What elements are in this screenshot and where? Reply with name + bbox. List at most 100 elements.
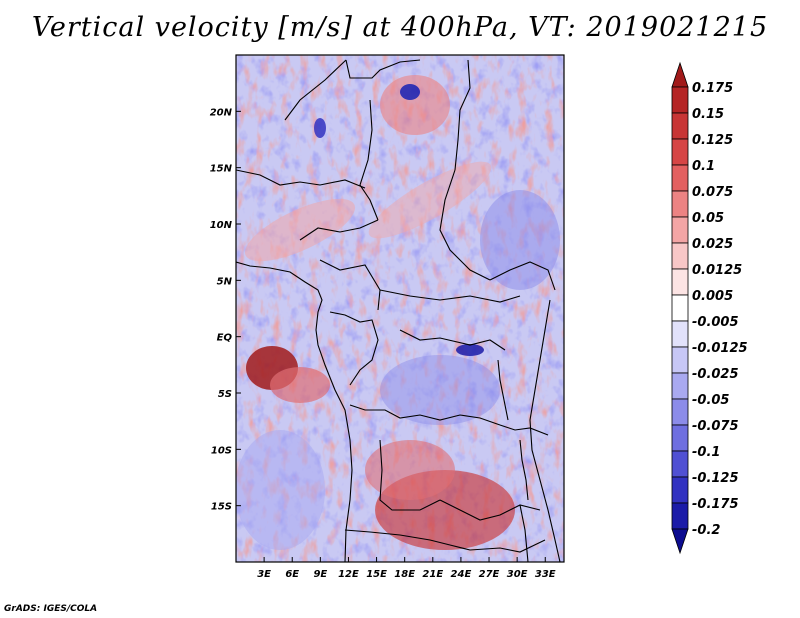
lat-tick-label: 5N (217, 276, 233, 287)
colorbar-bin (671, 346, 689, 374)
border-sahel-north (284, 59, 347, 121)
lon-tick-label: 33E (535, 569, 556, 580)
border-cameroon-car (319, 259, 381, 311)
border-angola-zambia (379, 439, 441, 511)
colorbar-label: -0.1 (692, 445, 720, 460)
colorbar-label: -0.005 (692, 315, 739, 330)
region-zambia-ascent (365, 440, 455, 500)
border-sudan-south-sudan (489, 261, 556, 291)
colorbar-labels: 0.175 0.15 0.125 0.1 0.075 0.05 0.025 0.0125 0.0… (692, 81, 748, 538)
colorbar-label: -0.125 (692, 471, 739, 486)
country-borders (236, 59, 561, 562)
colorbar-top-arrow (671, 61, 689, 88)
colorbar-bin (671, 450, 689, 478)
colorbar-label: -0.175 (692, 497, 739, 512)
lon-tick-label: 9E (313, 569, 327, 580)
region-sahel-ascent (244, 198, 356, 262)
colorbar-bin (671, 398, 689, 426)
lat-tick-label: 5S (218, 389, 232, 400)
border-libya-egypt (454, 59, 471, 171)
region-basin-descent (380, 355, 500, 425)
lon-tick-label: 27E (479, 569, 500, 580)
lon-tick-label: 15E (366, 569, 387, 580)
colorbar-bin (671, 242, 689, 270)
lon-tick-label: 3E (257, 569, 271, 580)
colorbar-bin (671, 372, 689, 400)
lat-tick-label: 10S (211, 445, 232, 456)
colorbar-bin (671, 294, 689, 322)
colorbar-bin (671, 86, 689, 114)
region-sahara-ascent (380, 75, 450, 135)
colorbar-bottom-arrow (671, 528, 689, 555)
border-botswana (449, 539, 546, 553)
colorbar-bin (671, 112, 689, 140)
lon-tick-label: 21E (422, 569, 443, 580)
colorbar-bin (671, 268, 689, 296)
colorbar-bin (671, 424, 689, 452)
border-angola-namibia (344, 529, 451, 546)
region-southwest-descent (236, 430, 325, 550)
lat-tick-label: 15N (210, 164, 233, 175)
colorbar-label: 0.075 (692, 185, 733, 200)
lake-tanganyika (497, 359, 509, 421)
colorbar-bin (671, 502, 689, 530)
colorbar-bin (671, 216, 689, 244)
border-nigeria-cameroon (299, 219, 379, 241)
border-zambia-zimbabwe (439, 499, 541, 521)
border-car-drc (379, 289, 521, 303)
lon-tick-label: 24E (451, 569, 472, 580)
colorbar-label: -0.075 (692, 419, 739, 434)
region-hoggar-descent (314, 118, 326, 138)
colorbar-bin (671, 138, 689, 166)
region-central-ascent (368, 161, 492, 239)
colorbar-label: -0.0125 (692, 341, 748, 356)
region-gulf-ascent (270, 367, 330, 403)
border-drc-uganda (399, 329, 506, 351)
field-anomalies (236, 75, 560, 550)
lon-tick-label: 12E (338, 569, 359, 580)
colorbar-label: 0.0125 (692, 263, 742, 278)
border-chad-sudan (439, 169, 491, 281)
colorbar-label: 0.175 (692, 81, 733, 96)
border-niger-chad (359, 99, 379, 221)
colorbar-label: -0.05 (692, 393, 729, 408)
colorbar (671, 61, 689, 555)
lat-tick-label: 15S (211, 502, 232, 513)
map-frame (235, 54, 565, 563)
grads-credit: GrADS: IGES/COLA (4, 604, 98, 614)
lon-tick-label: 6E (285, 569, 299, 580)
border-gabon-congo (329, 311, 379, 386)
colorbar-label: 0.025 (692, 237, 733, 252)
lon-tick-label: 18E (394, 569, 415, 580)
coastline-west-africa (236, 261, 353, 562)
colorbar-label: 0.1 (692, 159, 715, 174)
border-mozambique (519, 504, 529, 562)
longitude-axis: 3E 6E 9E 12E 15E 18E 21E 24E 27E 30E 33E (257, 557, 556, 580)
coastline-east-africa (529, 299, 561, 562)
colorbar-bin (671, 320, 689, 348)
colorbar-bin (671, 190, 689, 218)
colorbar-label: 0.005 (692, 289, 733, 304)
map-plot (236, 55, 564, 562)
latitude-axis: 20N 15N 10N 5N EQ 5S 10S 15S (210, 107, 241, 513)
colorbar-label: -0.2 (692, 523, 720, 538)
border-drc-angola (349, 404, 501, 426)
colorbar-label: -0.025 (692, 367, 739, 382)
chart-title: Vertical velocity [m/s] at 400hPa, VT: 2… (31, 12, 769, 43)
colorbar-bin (671, 164, 689, 192)
border-mali-niger (236, 169, 366, 189)
lat-tick-label: 20N (210, 107, 233, 118)
region-tibesti-descent (400, 84, 420, 100)
region-lakes-descent (456, 344, 484, 356)
colorbar-label: 0.15 (692, 107, 724, 122)
border-algeria-libya (345, 59, 421, 79)
lat-tick-label: EQ (217, 333, 233, 344)
border-tanzania (499, 424, 549, 436)
lon-tick-label: 30E (507, 569, 528, 580)
colorbar-label: 0.125 (692, 133, 733, 148)
colorbar-label: 0.05 (692, 211, 724, 226)
region-east-descent (480, 190, 560, 290)
lake-malawi (519, 439, 529, 501)
colorbar-bin (671, 476, 689, 504)
